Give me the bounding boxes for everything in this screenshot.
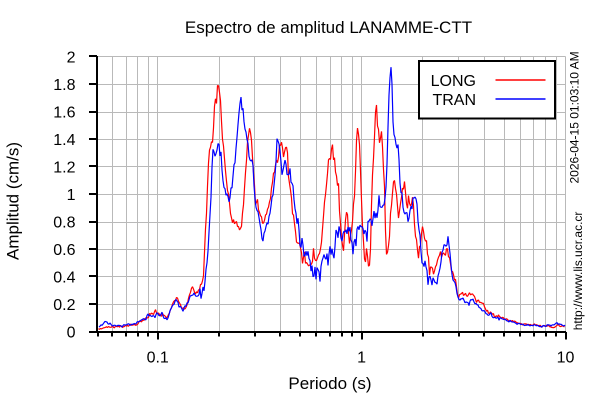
svg-text:Amplitud (cm/s): Amplitud (cm/s) xyxy=(4,142,23,260)
svg-text:1.2: 1.2 xyxy=(53,160,75,177)
svg-text:1.8: 1.8 xyxy=(53,77,75,94)
svg-text:0: 0 xyxy=(67,325,76,342)
svg-text:1: 1 xyxy=(67,187,76,204)
svg-text:1.6: 1.6 xyxy=(53,105,75,122)
svg-text:0.1: 0.1 xyxy=(147,350,169,367)
svg-text:Periodo (s): Periodo (s) xyxy=(288,374,371,393)
svg-text:2026-04-15 01:03:10 AM: 2026-04-15 01:03:10 AM xyxy=(568,51,582,183)
svg-text:TRAN: TRAN xyxy=(432,92,476,109)
svg-text:0.4: 0.4 xyxy=(53,270,75,287)
svg-text:Espectro de amplitud LANAMME-C: Espectro de amplitud LANAMME-CTT xyxy=(185,18,472,37)
svg-text:LONG: LONG xyxy=(431,73,476,90)
svg-text:2: 2 xyxy=(67,50,76,67)
svg-text:10: 10 xyxy=(557,350,575,367)
svg-text:0.2: 0.2 xyxy=(53,297,75,314)
svg-text:http://www.lis.ucr.ac.cr: http://www.lis.ucr.ac.cr xyxy=(571,212,585,331)
svg-text:0.6: 0.6 xyxy=(53,242,75,259)
svg-text:1.4: 1.4 xyxy=(53,132,75,149)
svg-text:1: 1 xyxy=(357,350,366,367)
svg-text:0.8: 0.8 xyxy=(53,215,75,232)
